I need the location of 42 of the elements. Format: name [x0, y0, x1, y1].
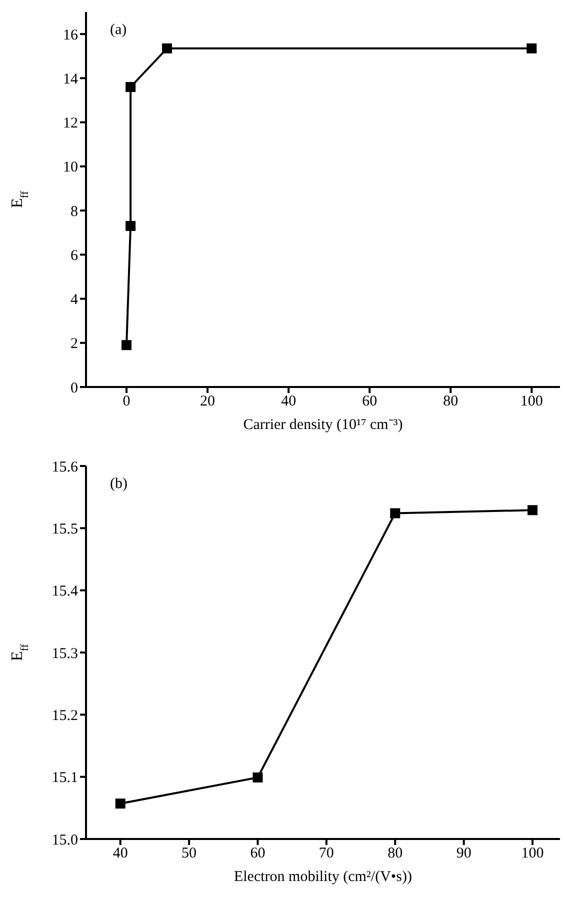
annotation: (b) — [110, 476, 128, 493]
y-tick-label: 4 — [70, 292, 78, 308]
y-tick-label: 12 — [63, 116, 78, 132]
point — [126, 220, 136, 231]
y-tick-label: 15.4 — [52, 584, 78, 600]
point — [115, 798, 126, 809]
y-tick-label: 6 — [70, 248, 78, 264]
x-tick-label: 20 — [200, 394, 216, 410]
y-tick-label: 2 — [70, 336, 78, 352]
x-tick-label: 100 — [520, 394, 543, 410]
y-tick-label: 8 — [70, 204, 78, 220]
x-tick-label: 60 — [250, 846, 266, 862]
annotation: (a) — [110, 22, 127, 39]
y-tick-label: 15.1 — [52, 770, 78, 786]
point — [526, 43, 537, 54]
x-tick-label: 0 — [122, 394, 130, 410]
x-tick-label: 40 — [112, 846, 128, 862]
x-axis-title: Carrier density (10¹⁷ cm⁻³) — [243, 417, 403, 433]
point — [162, 43, 172, 54]
point — [252, 772, 263, 782]
x-axis-title: Electron mobility (cm²/(V•s)) — [234, 869, 412, 885]
x-tick-label: 40 — [281, 394, 296, 410]
x-tick-label: 50 — [182, 846, 197, 862]
point — [122, 340, 132, 350]
y-tick-label: 15.5 — [52, 521, 78, 538]
x-tick-label: 100 — [521, 846, 544, 862]
y-tick-label: 14 — [63, 72, 78, 88]
x-tick-label: 90 — [456, 846, 472, 862]
point — [126, 82, 136, 92]
point — [528, 505, 538, 516]
point — [390, 508, 400, 518]
x-tick-label: 60 — [362, 394, 378, 410]
y-tick-label: 0 — [70, 380, 78, 396]
y-tick-label: 15.3 — [52, 646, 78, 662]
x-tick-label: 70 — [318, 846, 334, 862]
y-tick-label: 15.0 — [52, 832, 78, 848]
y-tick-label: 16 — [63, 27, 78, 44]
y-tick-label: 10 — [63, 160, 78, 176]
x-tick-label: 80 — [443, 394, 458, 410]
x-tick-label: 80 — [388, 846, 403, 862]
y-tick-label: 15.2 — [52, 708, 78, 724]
y-tick-label: 15.6 — [52, 459, 78, 476]
